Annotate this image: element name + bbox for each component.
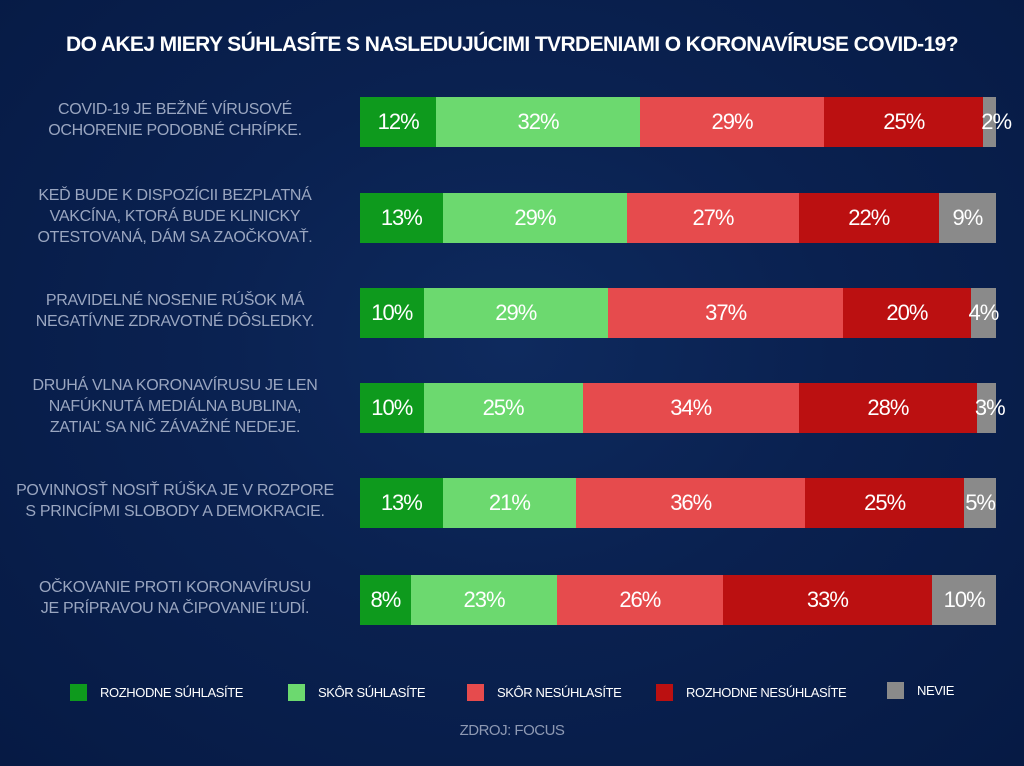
category-label-line: KEĎ BUDE K DISPOZÍCII BEZPLATNÁ [38, 186, 312, 204]
stacked-bar: 12% 32% 29% 25% 2% [360, 97, 1012, 147]
source-note: ZDROJ: FOCUS [459, 722, 565, 739]
data-label: 10% [371, 300, 413, 325]
bar-segment [983, 97, 996, 147]
legend-swatch [467, 684, 484, 701]
category-label-line: COVID-19 JE BEŽNÉ VÍRUSOVÉ [57, 101, 293, 118]
category-label-line: OTESTOVANÁ, DÁM SA ZAOČKOVAŤ. [37, 228, 313, 246]
data-label: 13% [380, 490, 423, 515]
data-label: 25% [864, 490, 906, 515]
bar-segment [442, 478, 577, 528]
legend-label: SKÔR SÚHLASÍTE [318, 685, 426, 700]
category-label-line: PRAVIDELNÉ NOSENIE RÚŠOK MÁ [45, 292, 305, 309]
bar-segment [410, 575, 558, 625]
bar-segment [360, 97, 437, 147]
category-label-line: S PRINCÍPMI SLOBODY A DEMOKRACIE. [25, 503, 325, 520]
category-label-line: OCHORENIE PODOBNÉ CHRÍPKE. [48, 122, 302, 139]
data-label: 23% [463, 587, 505, 612]
data-label: 3% [974, 395, 1006, 420]
data-label: 12% [377, 109, 420, 134]
stacked-bar: 8% 23% 26% 33% 10% [360, 575, 996, 625]
bar-segment [557, 575, 723, 625]
legend-label: SKÔR NESÚHLASÍTE [497, 685, 622, 700]
data-label: 4% [968, 300, 1000, 325]
data-label: 21% [488, 490, 531, 515]
category-label-line: VAKCÍNA, KTORÁ BUDE KLINICKY [49, 207, 301, 225]
bar-segment [805, 478, 965, 528]
bar-segment [576, 478, 806, 528]
bar-segment [639, 97, 825, 147]
data-label: 5% [965, 490, 996, 515]
data-label: 29% [514, 205, 556, 230]
bar-segment [423, 288, 609, 338]
category-label: POVINNOSŤ NOSIŤ RÚŠKA JE V ROZPORE S PRIN… [0, 480, 350, 522]
chart-title: DO AKEJ MIERY SÚHLASÍTE S NASLEDUJÚCIMI … [66, 33, 959, 56]
data-label: 22% [848, 205, 890, 230]
category-label-line: JE PRÍPRAVOU NA ČIPOVANIE ĽUDÍ. [40, 600, 310, 617]
bar-segment [582, 383, 799, 433]
data-label: 10% [943, 587, 986, 612]
bar-segment [442, 193, 628, 243]
legend-swatch [887, 682, 904, 699]
category-label: OČKOVANIE PROTI KORONAVÍRUSU JE PRÍPRAVOU… [0, 577, 350, 619]
data-label: 36% [670, 490, 712, 515]
stacked-bar: 10% 29% 37% 20% 4% [360, 288, 1000, 338]
bar-segment [436, 97, 640, 147]
category-label-line: NEGATÍVNE ZDRAVOTNÉ DÔSLEDKY. [35, 313, 315, 330]
bar-segment [843, 288, 971, 338]
category-label: PRAVIDELNÉ NOSENIE RÚŠOK MÁ NEGATÍVNE ZDR… [0, 290, 350, 332]
data-label: 29% [711, 109, 754, 134]
category-label-line: NAFÚKNUTÁ MEDIÁLNA BUBLINA, [48, 397, 302, 415]
data-label: 26% [619, 587, 661, 612]
data-label: 25% [482, 395, 525, 420]
data-label: 29% [495, 300, 537, 325]
data-label: 8% [370, 587, 402, 612]
legend-swatch [70, 684, 87, 701]
bar-segment [360, 575, 411, 625]
bar-segment [360, 383, 424, 433]
legend: ROZHODNE SÚHLASÍTE SKÔR SÚHLASÍTE SKÔR NES… [0, 682, 1024, 704]
data-label: 34% [670, 395, 712, 420]
bar-segment [798, 193, 939, 243]
bar-segment [824, 97, 984, 147]
data-label: 32% [517, 109, 560, 134]
legend-swatch [288, 684, 305, 701]
bar-segment [938, 193, 996, 243]
legend-label: ROZHODNE SÚHLASÍTE [100, 685, 244, 700]
bar-segment [423, 383, 583, 433]
bar-segment [360, 288, 424, 338]
stacked-bar: 10% 25% 34% 28% 3% [360, 383, 1006, 433]
legend-swatch [656, 684, 673, 701]
data-label: 27% [692, 205, 734, 230]
bar-segment [722, 575, 933, 625]
bar-segment [976, 383, 996, 433]
data-label: 25% [883, 109, 925, 134]
legend-label: NEVIE [917, 683, 955, 698]
category-label: DRUHÁ VLNA KORONAVÍRUSU JE LEN NAFÚKNUTÁ … [0, 375, 350, 438]
category-label-line: OČKOVANIE PROTI KORONAVÍRUSU [39, 579, 311, 596]
data-label: 20% [886, 300, 928, 325]
bar-segment [932, 575, 996, 625]
bar-segment [970, 288, 996, 338]
bar-segment [608, 288, 844, 338]
data-label: 9% [952, 205, 983, 230]
bar-segment [627, 193, 799, 243]
stacked-bar: 13% 21% 36% 25% 5% [360, 478, 996, 528]
legend-label: ROZHODNE NESÚHLASÍTE [686, 685, 847, 700]
data-label: 2% [981, 109, 1012, 134]
bar-segment [360, 193, 443, 243]
data-label: 37% [705, 300, 747, 325]
data-label: 10% [371, 395, 413, 420]
data-label: 33% [806, 587, 849, 612]
stacked-bar: 13% 29% 27% 22% 9% [360, 193, 996, 243]
category-label: KEĎ BUDE K DISPOZÍCII BEZPLATNÁ VAKCÍNA, … [0, 185, 350, 248]
category-label-line: POVINNOSŤ NOSIŤ RÚŠKA JE V ROZPORE [16, 482, 334, 499]
data-label: 28% [867, 395, 909, 420]
bar-segment [964, 478, 996, 528]
data-label: 13% [380, 205, 423, 230]
bar-segment [360, 478, 443, 528]
bar-segment [798, 383, 977, 433]
category-label-line: ZATIAĽ SA NIČ ZÁVAŽNÉ NEDEJE. [49, 418, 301, 436]
category-label: COVID-19 JE BEŽNÉ VÍRUSOVÉ OCHORENIE PODO… [0, 99, 350, 141]
category-label-line: DRUHÁ VLNA KORONAVÍRUSU JE LEN [32, 376, 318, 394]
